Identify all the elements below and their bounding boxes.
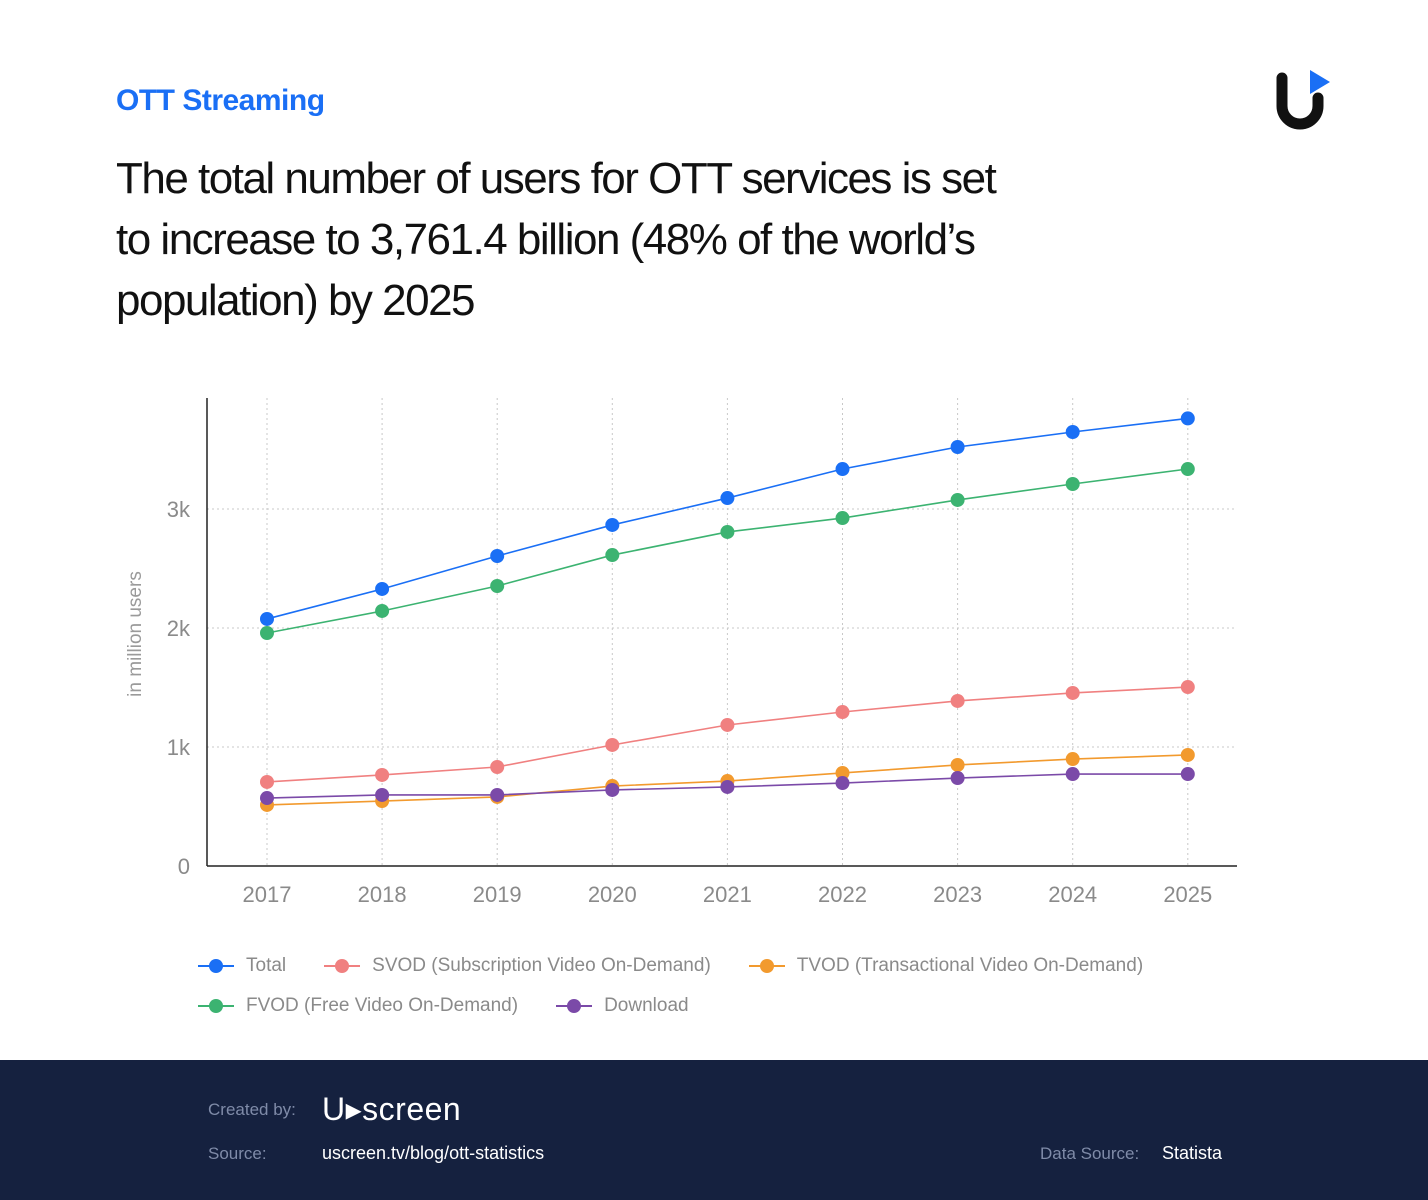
legend-label: Total <box>246 955 287 976</box>
data-point <box>605 782 620 797</box>
data-point <box>1180 767 1195 782</box>
data-point <box>835 765 850 780</box>
x-tick-label: 2020 <box>588 882 637 907</box>
page-title: The total number of users for OTT servic… <box>116 154 997 325</box>
data-point <box>720 779 735 794</box>
legend-swatch <box>198 999 234 1013</box>
data-point <box>375 767 390 782</box>
data-point <box>950 492 965 507</box>
legend-label: FVOD (Free Video On-Demand) <box>246 995 519 1016</box>
y-tick-label: 2k <box>167 616 191 641</box>
data-point <box>950 440 965 455</box>
data-point <box>720 524 735 539</box>
data-point <box>605 517 620 532</box>
data-point <box>605 737 620 752</box>
y-tick-label: 0 <box>178 854 190 879</box>
legend-item-download: Download <box>556 995 689 1017</box>
data-point <box>950 757 965 772</box>
series-svod <box>260 680 1195 789</box>
legend-swatch <box>324 959 361 973</box>
x-tick-label: 2025 <box>1163 882 1212 907</box>
legend-swatch <box>198 959 234 973</box>
x-tick-label: 2024 <box>1048 882 1097 907</box>
eyebrow: OTT Streaming <box>116 84 325 117</box>
legend-item-total: Total <box>198 955 286 977</box>
data-point <box>260 774 274 789</box>
data-point <box>375 787 390 802</box>
data-point <box>1065 477 1080 492</box>
data-point <box>950 693 965 708</box>
series-download <box>260 767 1195 806</box>
uscreen-logo-icon <box>1276 70 1330 130</box>
legend-item-svod: SVOD (Subscription Video On-Demand) <box>324 955 711 977</box>
legend-swatch <box>556 999 593 1013</box>
data-point <box>1065 685 1080 700</box>
data-point <box>1180 680 1195 695</box>
brand-logo: U▸screen <box>322 1091 462 1127</box>
data-point <box>260 791 274 806</box>
series-total <box>260 411 1195 626</box>
x-tick-label: 2019 <box>473 882 522 907</box>
data-point <box>260 611 274 626</box>
data-point <box>375 603 390 618</box>
data-point <box>1065 425 1080 440</box>
created-by-label: Created by: <box>208 1100 296 1119</box>
data-point <box>835 462 850 477</box>
data-source-value: Statista <box>1162 1143 1223 1163</box>
data-point <box>1180 747 1195 762</box>
series-fvod <box>260 462 1195 640</box>
data-point <box>835 705 850 720</box>
data-point <box>490 759 505 774</box>
x-tick-label: 2023 <box>933 882 982 907</box>
series-tvod <box>260 747 1195 812</box>
legend-label: TVOD (Transactional Video On-Demand) <box>796 955 1144 976</box>
y-tick-label: 3k <box>167 497 191 522</box>
data-point <box>1065 752 1080 767</box>
data-point <box>1180 462 1195 477</box>
legend-item-fvod: FVOD (Free Video On-Demand) <box>198 995 518 1017</box>
data-point <box>605 548 620 563</box>
source-label: Source: <box>208 1144 267 1163</box>
data-point <box>835 776 850 791</box>
data-point <box>1065 767 1080 782</box>
data-point <box>490 549 505 564</box>
source-link[interactable]: uscreen.tv/blog/ott-statistics <box>322 1143 545 1163</box>
data-point <box>720 491 735 506</box>
x-tick-label: 2021 <box>703 882 752 907</box>
x-tick-label: 2017 <box>243 882 292 907</box>
legend-label: Download <box>604 995 689 1016</box>
data-point <box>720 717 735 732</box>
data-point <box>1180 411 1195 426</box>
y-axis-label: in million users <box>125 571 146 697</box>
x-tick-label: 2022 <box>818 882 867 907</box>
data-point <box>950 771 965 786</box>
x-tick-label: 2018 <box>358 882 407 907</box>
footer: Created by: U▸screen Source: uscreen.tv/… <box>0 1060 1428 1200</box>
y-tick-label: 1k <box>167 735 191 760</box>
data-point <box>490 787 505 802</box>
data-source-label: Data Source: <box>1040 1144 1140 1163</box>
line-chart: 2017 2018 2019 2020 2021 2022 2023 2024 2025 0 1k 2… <box>125 398 1237 907</box>
data-point <box>260 625 274 640</box>
legend-item-tvod: TVOD (Transactional Video On-Demand) <box>748 955 1144 977</box>
legend-swatch <box>748 959 785 973</box>
legend: Total SVOD (Subscription Video On-Demand… <box>198 946 1248 1026</box>
data-point <box>835 511 850 526</box>
legend-label: SVOD (Subscription Video On-Demand) <box>372 955 711 976</box>
data-point <box>490 578 505 593</box>
data-point <box>375 581 390 596</box>
